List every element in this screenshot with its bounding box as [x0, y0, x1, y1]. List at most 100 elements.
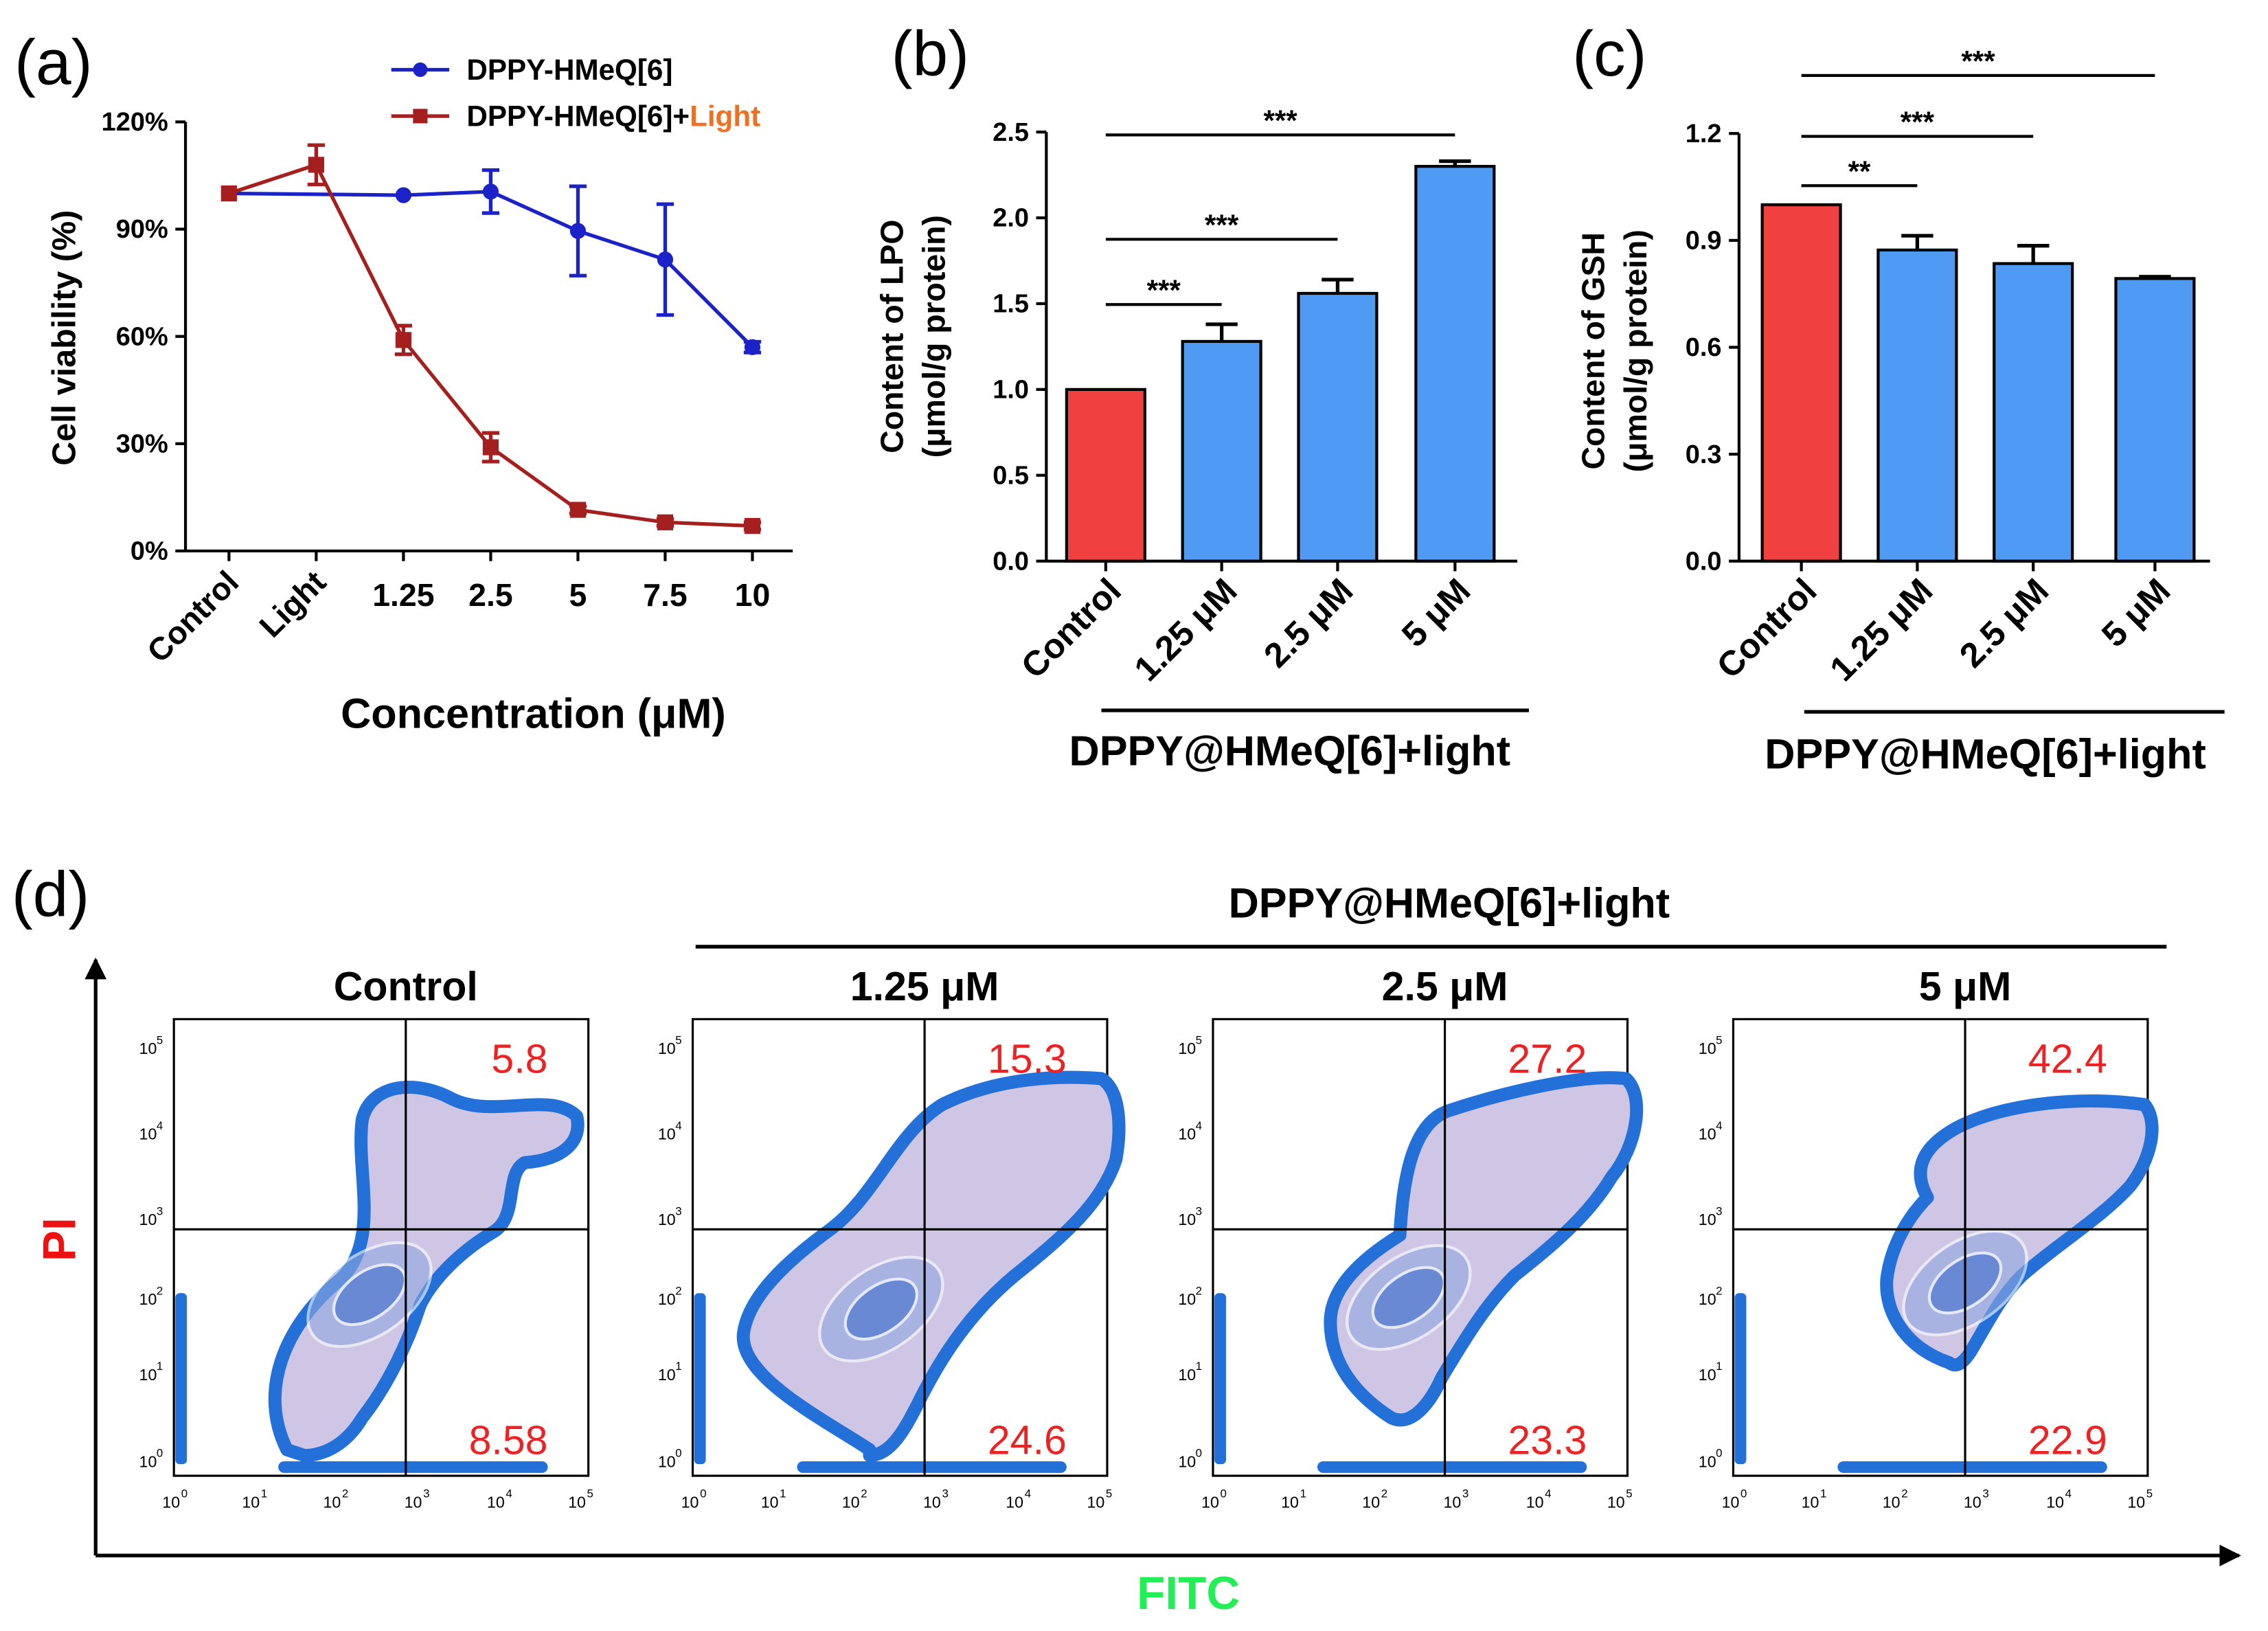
- data-point: [657, 514, 674, 530]
- flow-x-tick-label: 10: [405, 1493, 422, 1511]
- flow-density-core: [1371, 1266, 1447, 1329]
- panel-c-y-ticks: 0.0 0.3 0.6 0.9 1.2: [1686, 120, 1739, 576]
- bar: [2114, 277, 2196, 563]
- x-tick-label: 5 μM: [1394, 571, 1478, 655]
- significance-label: ***: [1263, 104, 1297, 137]
- flow-x-tick-exponent: 1: [1300, 1487, 1306, 1500]
- flow-baseline-population: [278, 1461, 548, 1473]
- panel-d-tag: (d): [12, 859, 89, 930]
- flow-y-tick-exponent: 4: [675, 1119, 681, 1132]
- flow-x-tick-exponent: 5: [1626, 1487, 1632, 1500]
- series-line-dppy: [229, 190, 754, 349]
- flow-y-tick-label: 10: [1178, 1452, 1196, 1470]
- bar: [1065, 387, 1146, 563]
- data-point: [482, 439, 499, 455]
- y-tick-label: 2.0: [993, 204, 1029, 233]
- flow-x-tick-exponent: 0: [1221, 1487, 1227, 1500]
- bar: [1760, 203, 1842, 563]
- flow-y-tick-exponent: 3: [1196, 1204, 1202, 1217]
- quadrant-upper-right-value: 5.8: [491, 1037, 547, 1082]
- panel-b-tag: (b): [892, 18, 969, 89]
- panel-b-ylabel-line1: Content of LPO: [874, 220, 909, 453]
- flow-x-tick-exponent: 1: [261, 1487, 267, 1500]
- flow-y-tick-exponent: 5: [675, 1033, 681, 1046]
- flow-x-tick-exponent: 5: [2146, 1487, 2153, 1500]
- flow-x-tick-label: 10: [568, 1493, 586, 1511]
- flow-x-tick-exponent: 4: [1545, 1487, 1551, 1500]
- x-tick-label: 2.5: [468, 577, 513, 613]
- data-point: [220, 185, 237, 202]
- flow-edge-population: [694, 1293, 706, 1465]
- panel-a-xlabel: Concentration (μM): [341, 690, 726, 736]
- panel-d-group-label: DPPY@HMeQ[6]+light: [1229, 880, 1670, 927]
- flow-y-tick-label: 10: [1178, 1125, 1196, 1143]
- flow-y-tick-label: 10: [139, 1211, 157, 1228]
- flow-x-tick-exponent: 1: [780, 1487, 786, 1500]
- flow-baseline-population: [1317, 1461, 1587, 1473]
- x-tick-label: 7.5: [643, 577, 688, 613]
- flow-x-tick-exponent: 4: [2065, 1487, 2072, 1500]
- flow-y-tick-label: 10: [1178, 1039, 1196, 1057]
- panel-a-x-ticks: Control Light 1.25 2.5 5 7.5 10: [140, 550, 771, 669]
- flow-y-tick-label: 10: [658, 1125, 676, 1143]
- flow-plot-title: Control: [334, 964, 478, 1009]
- legend-blue-marker: [413, 62, 428, 78]
- flow-y-tick-label: 10: [658, 1290, 676, 1308]
- x-tick-label: 5: [569, 577, 587, 613]
- significance-label: ***: [1205, 209, 1239, 241]
- y-tick-label: 1.2: [1686, 120, 1722, 148]
- data-point: [395, 332, 412, 348]
- legend-red-label-suffix: Light: [690, 100, 760, 133]
- x-tick-label: 1.25 μM: [1822, 571, 1940, 689]
- flow-y-tick-exponent: 0: [675, 1447, 681, 1460]
- bar: [1297, 291, 1379, 563]
- y-tick-label: 0.0: [993, 547, 1029, 576]
- flow-x-tick-label: 10: [1722, 1493, 1740, 1511]
- flow-y-tick-exponent: 4: [1716, 1119, 1722, 1132]
- flow-y-tick-exponent: 4: [157, 1119, 163, 1132]
- legend-red-label: DPPY-HMeQ[6]+Light: [466, 100, 760, 133]
- flow-y-tick-label: 10: [139, 1039, 157, 1057]
- y-tick-label: 0.6: [1686, 333, 1722, 362]
- quadrant-lower-right-value: 8.58: [469, 1417, 548, 1463]
- x-tick-label: 2.5 μM: [1952, 571, 2056, 675]
- flow-x-tick-label: 10: [923, 1493, 941, 1511]
- flow-y-tick-exponent: 2: [1196, 1284, 1202, 1297]
- x-tick-label: 10: [735, 577, 771, 613]
- panel-a-plot: 0% 30% 60% 90% 120% Control Light 1.25 2.5 5 7.5 1…: [46, 108, 793, 736]
- panel-d-fitc-label: FITC: [1137, 1568, 1240, 1619]
- y-tick-label: 0%: [131, 537, 168, 566]
- flow-baseline-population: [797, 1461, 1067, 1473]
- x-tick-label: 1.25: [372, 577, 434, 613]
- flow-y-tick-exponent: 2: [1716, 1284, 1722, 1297]
- x-tick-label: 1.25 μM: [1126, 571, 1245, 689]
- flow-x-tick-exponent: 4: [1025, 1487, 1031, 1500]
- quadrant-lower-right-value: 23.3: [1508, 1417, 1587, 1463]
- flow-y-tick-label: 10: [1699, 1125, 1716, 1143]
- legend-red-label-prefix: DPPY-HMeQ[6]+: [466, 100, 690, 133]
- panel-c-ylabel-line2: (μmol/g protein): [1618, 229, 1653, 472]
- bar: [1414, 165, 1496, 563]
- flow-y-tick-exponent: 1: [1716, 1360, 1722, 1373]
- flow-x-tick-exponent: 3: [423, 1487, 429, 1500]
- y-tick-label: 0.9: [1686, 227, 1722, 256]
- quadrant-lower-right-value: 24.6: [988, 1417, 1067, 1463]
- panel-b-bars: [1065, 159, 1496, 563]
- flow-x-tick-label: 10: [1201, 1493, 1219, 1511]
- flow-x-tick-exponent: 3: [942, 1487, 948, 1500]
- flow-y-tick-exponent: 1: [675, 1360, 681, 1373]
- flow-y-tick-exponent: 5: [157, 1033, 163, 1046]
- flow-x-tick-label: 10: [324, 1493, 341, 1511]
- data-point: [482, 183, 499, 200]
- flow-y-tick-label: 10: [658, 1211, 676, 1228]
- x-tick-label: 2.5 μM: [1256, 571, 1361, 675]
- y-tick-label: 2.5: [993, 118, 1029, 147]
- flow-y-tick-label: 10: [1178, 1290, 1196, 1308]
- flow-plot-title: 1.25 μM: [850, 964, 999, 1009]
- panel-b-y-ticks: 0.0 0.5 1.0 1.5 2.0 2.5: [993, 118, 1047, 576]
- y-tick-label: 0.0: [1686, 547, 1722, 576]
